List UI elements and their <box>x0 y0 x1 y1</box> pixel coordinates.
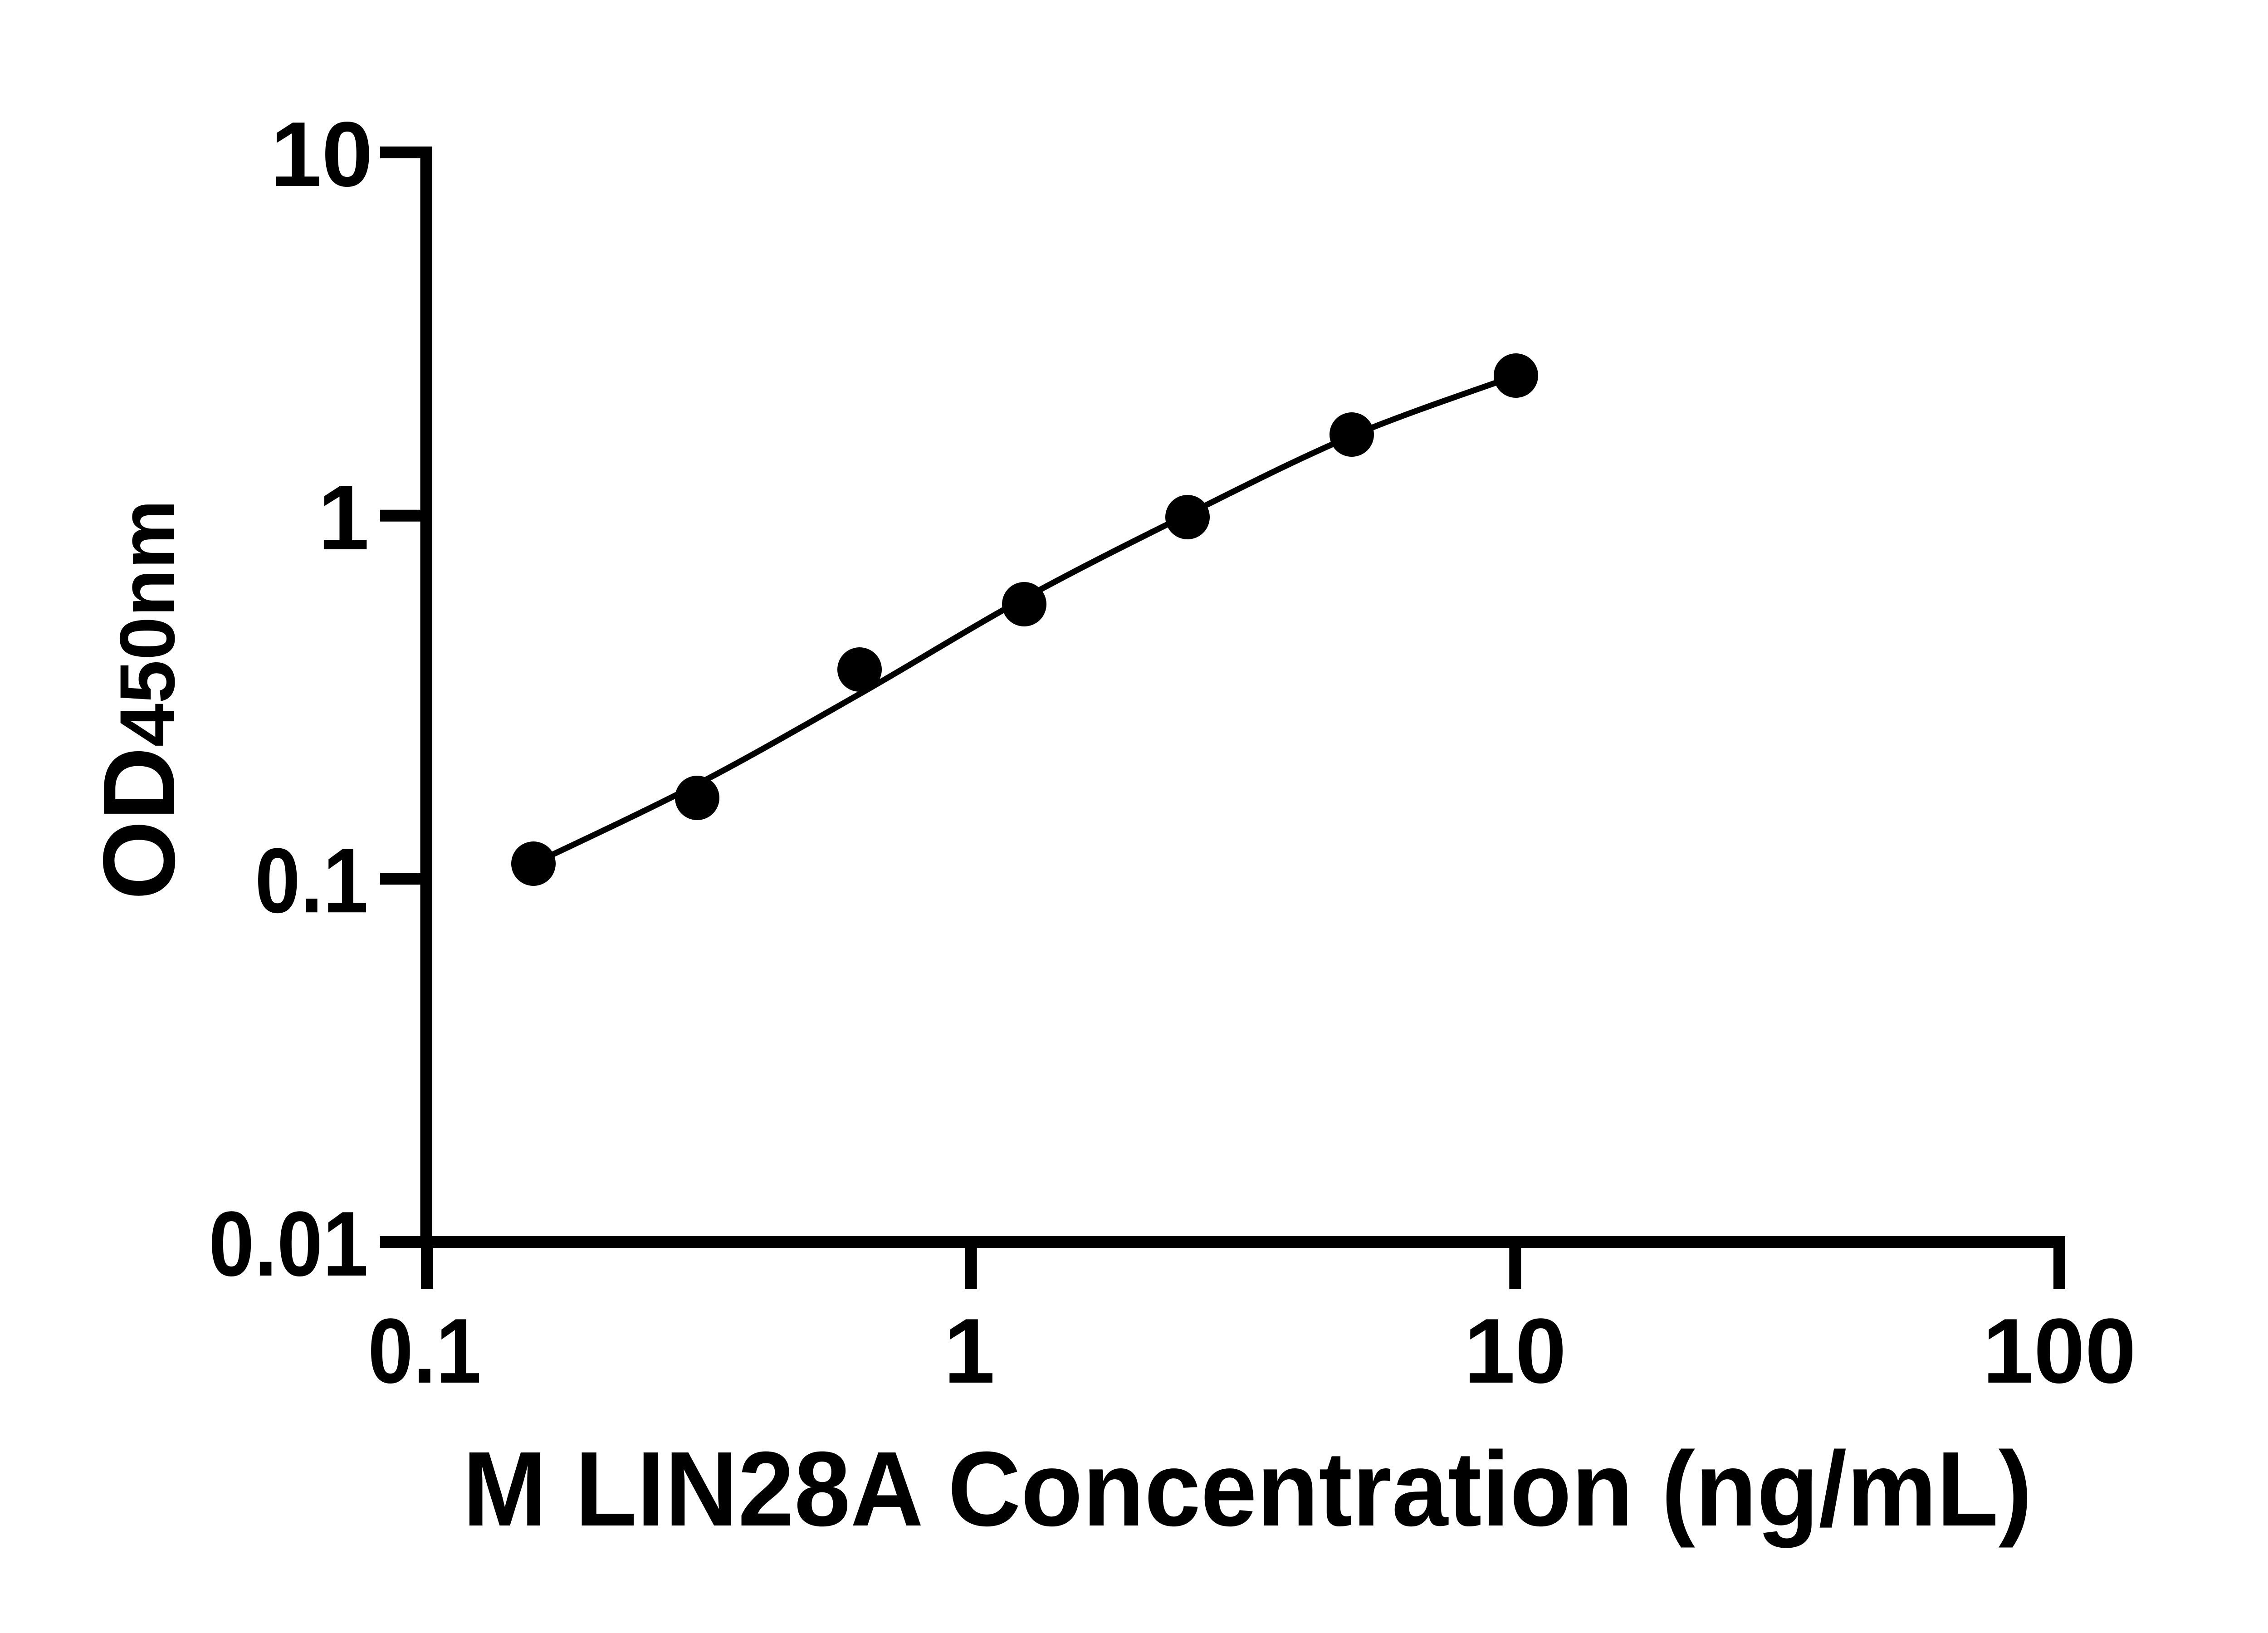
svg-text:0.1: 0.1 <box>368 1300 481 1403</box>
svg-text:100: 100 <box>1983 1300 2136 1403</box>
svg-text:1: 1 <box>318 466 369 569</box>
svg-text:OD450nm: OD450nm <box>82 500 196 900</box>
svg-text:10: 10 <box>1464 1300 1566 1403</box>
svg-text:0.1: 0.1 <box>255 829 368 932</box>
svg-text:10: 10 <box>270 103 373 206</box>
svg-text:1: 1 <box>944 1300 995 1403</box>
svg-text:0.01: 0.01 <box>209 1193 368 1296</box>
svg-text:M LIN28A Concentration (ng/mL): M LIN28A Concentration (ng/mL) <box>463 1429 2032 1548</box>
